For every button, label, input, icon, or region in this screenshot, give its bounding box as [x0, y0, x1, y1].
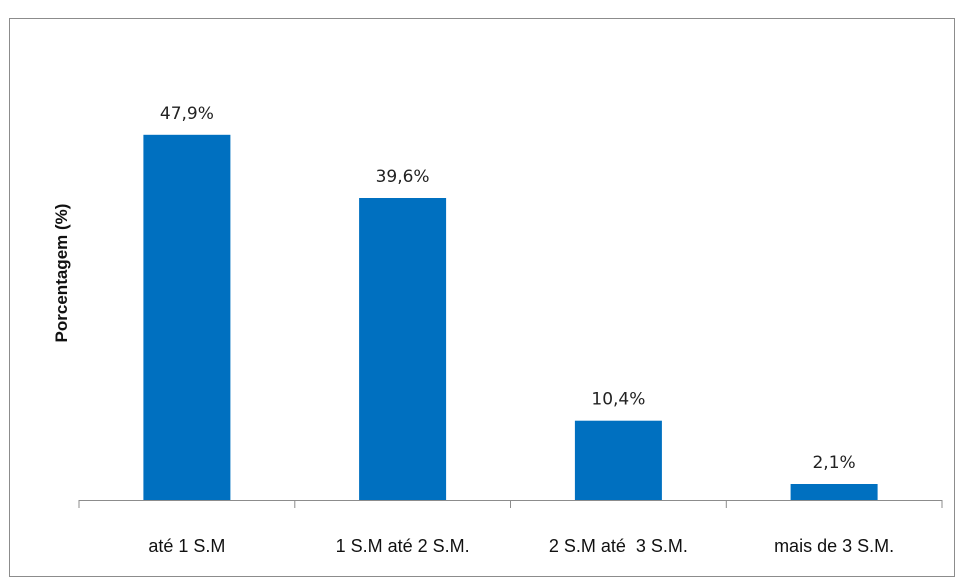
bar-3 [574, 420, 662, 500]
data-label-3: 10,4% [591, 390, 645, 410]
bar-1 [143, 134, 231, 501]
data-labels-group: 47,9% 39,6% 10,4% 2,1% [160, 104, 856, 473]
y-axis-title: Porcentagem (%) [52, 204, 71, 343]
x-tick-label-2: 1 S.M até 2 S.M. [336, 536, 470, 556]
bar-2 [359, 198, 447, 500]
x-tick-label-4: mais de 3 S.M. [774, 536, 894, 556]
x-axis [78, 500, 943, 508]
x-tick-labels-group: até 1 S.M 1 S.M até 2 S.M. 2 S.M até 3 S.M… [148, 536, 894, 556]
bar-4 [790, 484, 878, 500]
data-label-4: 2,1% [812, 453, 855, 473]
data-label-1: 47,9% [160, 104, 214, 124]
data-label-2: 39,6% [376, 167, 430, 187]
bars-group [143, 134, 878, 501]
x-tick-label-1: até 1 S.M [148, 536, 225, 556]
x-tick-label-3: 2 S.M até 3 S.M. [549, 536, 688, 556]
